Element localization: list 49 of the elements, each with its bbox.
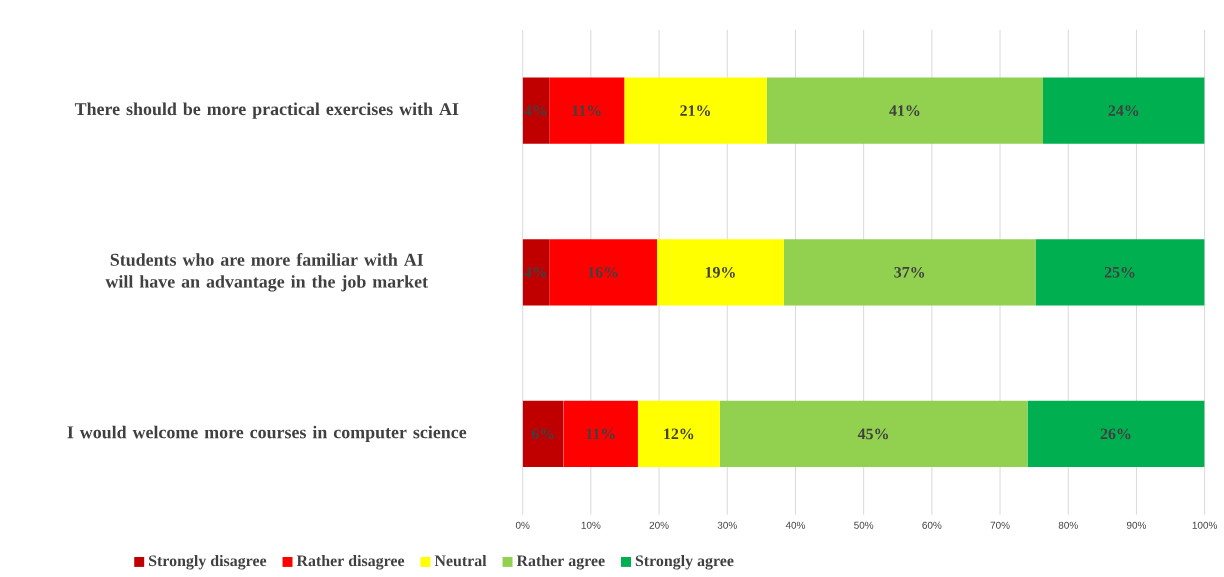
data-label: 37% bbox=[894, 266, 925, 278]
bar bbox=[549, 239, 658, 306]
y-tick-label: I would welcome more courses in computer science bbox=[67, 425, 467, 443]
x-tick-label: 20% bbox=[649, 521, 669, 529]
bar bbox=[1035, 239, 1205, 306]
legend-label: Strongly agree bbox=[635, 554, 734, 570]
bar bbox=[563, 400, 638, 468]
data-label: 21% bbox=[680, 105, 710, 117]
data-label: 4% bbox=[524, 266, 547, 278]
x-tick-label: 0% bbox=[515, 521, 530, 529]
bar bbox=[719, 400, 1028, 468]
data-label: 19% bbox=[705, 266, 735, 278]
data-label: 25% bbox=[1104, 266, 1135, 278]
x-tick-label: 10% bbox=[581, 521, 601, 529]
data-label: 26% bbox=[1100, 428, 1131, 440]
data-label: 16% bbox=[588, 266, 618, 278]
data-label: 6% bbox=[531, 428, 554, 440]
data-label: 11% bbox=[572, 105, 601, 117]
bar bbox=[624, 77, 767, 144]
bar bbox=[522, 77, 550, 144]
x-tick-label: 90% bbox=[1126, 521, 1147, 529]
bar bbox=[1043, 77, 1205, 144]
legend-label: Rather agree bbox=[516, 554, 605, 570]
data-label: 4% bbox=[524, 105, 547, 117]
bar bbox=[1027, 400, 1205, 468]
x-tick-label: 100% bbox=[1192, 521, 1217, 529]
x-tick-label: 80% bbox=[1058, 521, 1078, 529]
data-label: 45% bbox=[857, 428, 888, 440]
x-tick-label: 40% bbox=[785, 521, 806, 529]
bar bbox=[522, 400, 564, 468]
data-label: 12% bbox=[664, 428, 694, 440]
data-label: 11% bbox=[586, 428, 615, 440]
x-tick-label: 30% bbox=[717, 521, 737, 529]
y-tick-label: Students who are more familiar with AI will have an advantage in the job market bbox=[105, 253, 428, 292]
x-tick-label: 70% bbox=[990, 521, 1010, 529]
y-tick-label: There should be more practical exercises with AI bbox=[74, 102, 459, 119]
x-tick-label: 50% bbox=[854, 521, 874, 529]
data-label: 41% bbox=[889, 105, 920, 117]
x-tick-label: 60% bbox=[922, 521, 942, 529]
legend-label: Neutral bbox=[434, 554, 487, 567]
legend-label: Strongly disagree bbox=[149, 554, 267, 570]
data-label: 24% bbox=[1108, 105, 1139, 117]
bar bbox=[766, 77, 1044, 144]
bar bbox=[522, 239, 550, 306]
bar bbox=[637, 400, 720, 468]
bar bbox=[783, 239, 1036, 306]
bar bbox=[657, 239, 784, 306]
legend-label: Rather disagree bbox=[296, 554, 405, 570]
bar bbox=[549, 77, 625, 144]
